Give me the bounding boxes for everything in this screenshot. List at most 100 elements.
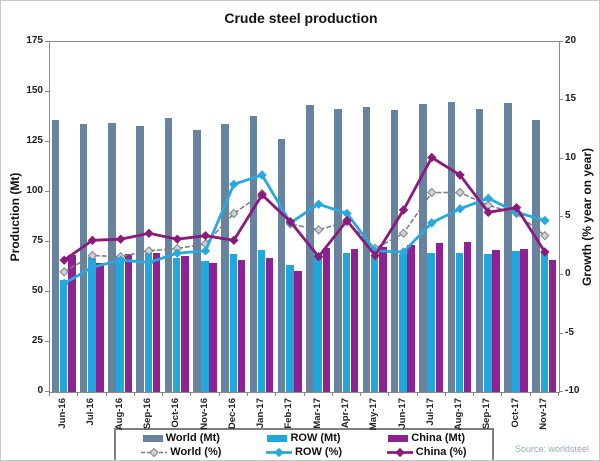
row-marker [427,218,437,228]
left-axis-tick [45,241,49,242]
x-axis-tick-label: Oct-16 [170,398,182,428]
row-marker [370,246,380,256]
world-mt-bar [79,124,88,392]
world-mt-bar [249,116,258,392]
row-marker [257,170,267,180]
chart-title: Crude steel production [224,10,378,26]
world-mt-bar [447,102,456,392]
china-marker [257,190,267,200]
x-axis-tick-label: Dec-16 [226,398,238,430]
row-marker [313,199,324,209]
row-marker [511,207,522,218]
x-axis-tick [105,392,107,396]
legend-label: ROW (%) [294,446,343,458]
x-axis-tick [529,392,531,396]
x-axis-tick [275,392,277,396]
world-mt-bar [390,110,399,392]
china-mt-bar [96,263,104,392]
china-mt-bar [548,260,557,392]
world-mt-bar [108,123,116,392]
x-axis-tick-label: Jan-17 [255,398,267,429]
world-marker [200,239,211,249]
china-mt-bar [520,249,528,392]
china-mt-bar [152,253,161,392]
china-marker [59,255,69,265]
china-mt-bar [294,271,302,392]
x-axis-tick [558,392,559,396]
china-mt-bar [492,250,500,392]
row-mt-bar [455,253,464,392]
china-mt-bar [181,256,189,392]
x-axis-tick-label: Nov-17 [537,398,549,430]
x-axis-tick [444,392,446,396]
china-mt-bar [124,254,133,392]
x-axis-tick [162,392,164,396]
x-axis-tick [501,392,503,396]
world-mt-bar [504,103,512,392]
x-axis-tick [360,392,362,396]
world-mt-bar [277,139,286,392]
row-marker [200,246,211,256]
china-marker [511,202,522,213]
row-marker [483,193,494,204]
x-axis-tick [246,392,248,396]
left-axis-tick-label: 150 [26,85,43,96]
row-mt-bar [314,254,322,392]
right-axis-tick [559,41,563,42]
china-marker [427,152,437,163]
x-axis-tick [190,392,192,396]
legend-label: ROW (Mt) [290,432,341,444]
world-mt-bar [334,109,342,392]
x-axis-tick [388,392,390,396]
row-marker [285,218,296,228]
china-marker [87,235,98,246]
world-marker [257,188,267,199]
legend-label: World (%) [170,446,222,458]
world-mt-swatch-icon [142,434,163,442]
china-line-icon [386,447,413,457]
row-mt-bar [399,254,407,392]
left-axis-tick-label: 75 [31,235,43,246]
china-marker [483,207,494,218]
china-marker [115,234,126,244]
china-marker [398,205,409,215]
legend-item-china-mt: China (Mt) [365,432,488,444]
x-axis-tick [473,392,475,396]
x-axis-tick-label: Jul-17 [424,398,436,426]
x-axis-tick-label: Feb-17 [283,398,295,429]
china-mt-bar [350,249,359,392]
china-mt-swatch-icon [388,434,409,442]
china-marker [285,216,296,227]
row-mt-bar [484,254,492,392]
x-axis-tick-label: Sep-17 [481,398,493,430]
legend-item-row-mt: ROW (Mt) [243,432,366,444]
plot-area [49,41,560,393]
row-mt-bar [229,254,238,392]
china-mt-bar [379,247,387,392]
x-axis-tick [303,392,305,396]
left-axis-tick [45,141,49,142]
left-axis-tick-label: 100 [26,185,43,196]
legend-label: China (%) [415,446,467,458]
right-axis-tick-label: 15 [565,93,577,105]
left-axis-tick [45,341,49,342]
row-line-icon [265,447,292,457]
world-marker [342,216,352,227]
x-axis-tick-label: Jun-16 [57,398,69,429]
world-mt-bar [164,118,173,392]
row-marker [342,208,352,219]
right-axis-tick-label: 20 [565,35,577,46]
world-line-icon [141,447,168,457]
row-mt-swatch-icon [267,434,288,442]
right-axis-tick [559,332,563,334]
right-axis-tick-label: 0 [565,268,571,280]
x-axis-tick-label: Nov-16 [198,398,210,430]
x-axis-tick [77,392,79,396]
row-mt-bar [512,251,520,392]
china-marker [342,215,352,226]
right-axis-tick [559,216,563,217]
china-mt-bar [265,258,274,392]
world-mt-bar [362,107,371,392]
row-mt-bar [540,252,549,392]
legend-box: World (Mt) ROW (Mt) China (Mt) World (%) ROW… [114,428,494,460]
